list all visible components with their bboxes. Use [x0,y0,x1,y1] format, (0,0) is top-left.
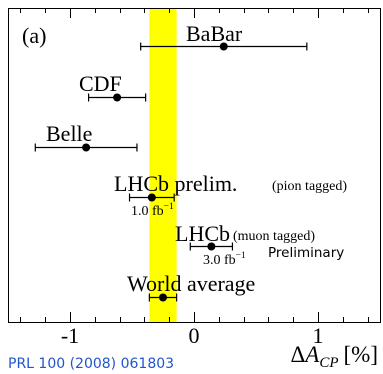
lumi-lhcb-exponent: −1 [236,251,246,261]
x-axis-label-subscript: CP [319,355,338,371]
lumi-lhcb-prelim: 1.0 fb−1 [131,202,174,219]
label-belle: Belle [46,121,92,146]
label-world-average: World average [127,271,255,296]
note-pion-tagged: (pion tagged) [272,179,347,194]
source-citation: PRL 100 (2008) 061803 [8,356,174,372]
label-lhcb-prelim: LHCb prelim. [114,171,237,196]
lumi-lhcb-prelim-value: 1.0 fb [131,204,164,219]
x-axis-label-unit: [%] [344,342,378,367]
x-tick-label: 1 [313,323,324,348]
x-axis: -1 0 1 [20,8,369,348]
preliminary-annotation: Preliminary [268,245,344,261]
marker-world-average [159,293,167,302]
band-layer [149,8,177,322]
x-tick-label: -1 [61,323,79,348]
lumi-lhcb-value: 3.0 fb [203,253,236,268]
marker-cdf [113,93,122,102]
panel-label: (a) [22,23,46,48]
data-points [34,42,308,302]
lumi-lhcb: 3.0 fb−1 [203,251,246,268]
marker-babar [219,42,228,51]
marker-lhcb-prelim [147,193,156,202]
marker-belle [82,143,91,152]
lumi-lhcb-prelim-exponent: −1 [164,202,174,212]
x-axis-label-prefix: Δ [290,342,305,367]
label-babar: BaBar [186,21,243,46]
label-cdf: CDF [79,71,122,96]
x-axis-label-symbol: A [303,342,320,367]
marker-lhcb [207,242,216,251]
label-lhcb: LHCb [175,221,230,246]
x-tick-label: 0 [189,323,200,348]
note-muon-tagged: (muon tagged) [233,229,315,244]
world-average-band [149,8,177,322]
x-axis-label: ΔACP [%] [290,342,378,371]
